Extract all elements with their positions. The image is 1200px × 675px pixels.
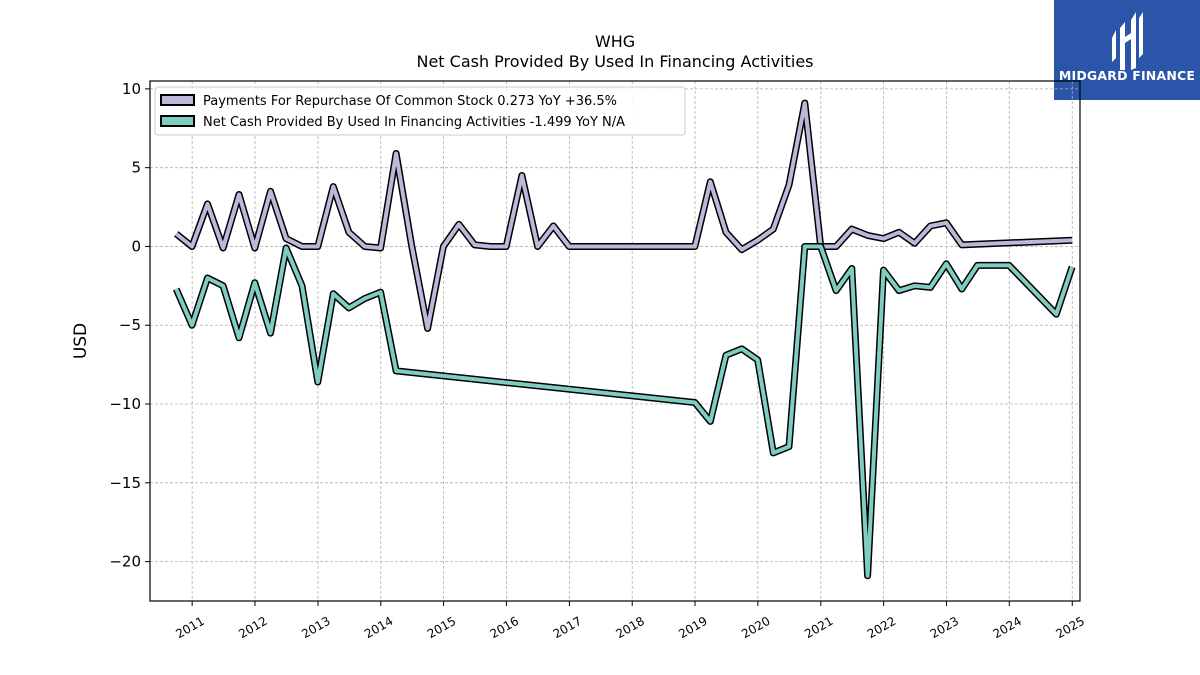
y-axis-label: USD [71, 323, 91, 359]
plot-frame [149, 80, 1081, 602]
x-tick-label: 2019 [676, 614, 709, 641]
x-tick-label: 2025 [1054, 614, 1087, 641]
legend-label-0: Payments For Repurchase Of Common Stock … [203, 94, 617, 109]
series-1-outline [172, 243, 1076, 580]
y-tick-label: 10 [122, 80, 141, 98]
y-tick-label: −20 [109, 553, 141, 571]
x-tick-label: 2015 [425, 614, 458, 641]
x-tick-label: 2024 [991, 614, 1024, 641]
chart-subtitle: Net Cash Provided By Used In Financing A… [416, 52, 814, 71]
brand-logo: MIDGARD FINANCE [1054, 0, 1200, 100]
y-tick-label: 5 [131, 159, 141, 177]
x-tick-label: 2011 [173, 614, 206, 641]
series-1-line [174, 244, 1074, 578]
legend-box [154, 86, 686, 136]
y-tick-label: 0 [131, 237, 141, 255]
x-tick-label: 2022 [865, 614, 898, 641]
y-tick-label: −5 [119, 316, 141, 334]
x-tick-label: 2020 [739, 614, 772, 641]
chart-title: WHG [594, 32, 636, 51]
x-tick-label: 2018 [613, 614, 646, 641]
x-tick-label: 2014 [362, 614, 395, 641]
legend-swatch-0 [160, 94, 195, 106]
x-tick-label: 2013 [299, 614, 332, 641]
series-0-outline [174, 99, 1073, 332]
logo-mark-icon [1112, 12, 1143, 70]
x-tick-label: 2012 [236, 614, 269, 641]
x-tick-label: 2016 [488, 614, 521, 641]
x-tick-label: 2021 [802, 614, 835, 641]
legend-label-1: Net Cash Provided By Used In Financing A… [203, 115, 625, 130]
y-tick-label: −15 [109, 474, 141, 492]
x-tick-label: 2023 [928, 614, 961, 641]
x-tick-label: 2017 [551, 614, 584, 641]
y-tick-label: −10 [109, 395, 141, 413]
legend-swatch-1 [160, 115, 195, 127]
logo-text: MIDGARD FINANCE [1058, 68, 1196, 83]
series-0-line [174, 101, 1073, 331]
